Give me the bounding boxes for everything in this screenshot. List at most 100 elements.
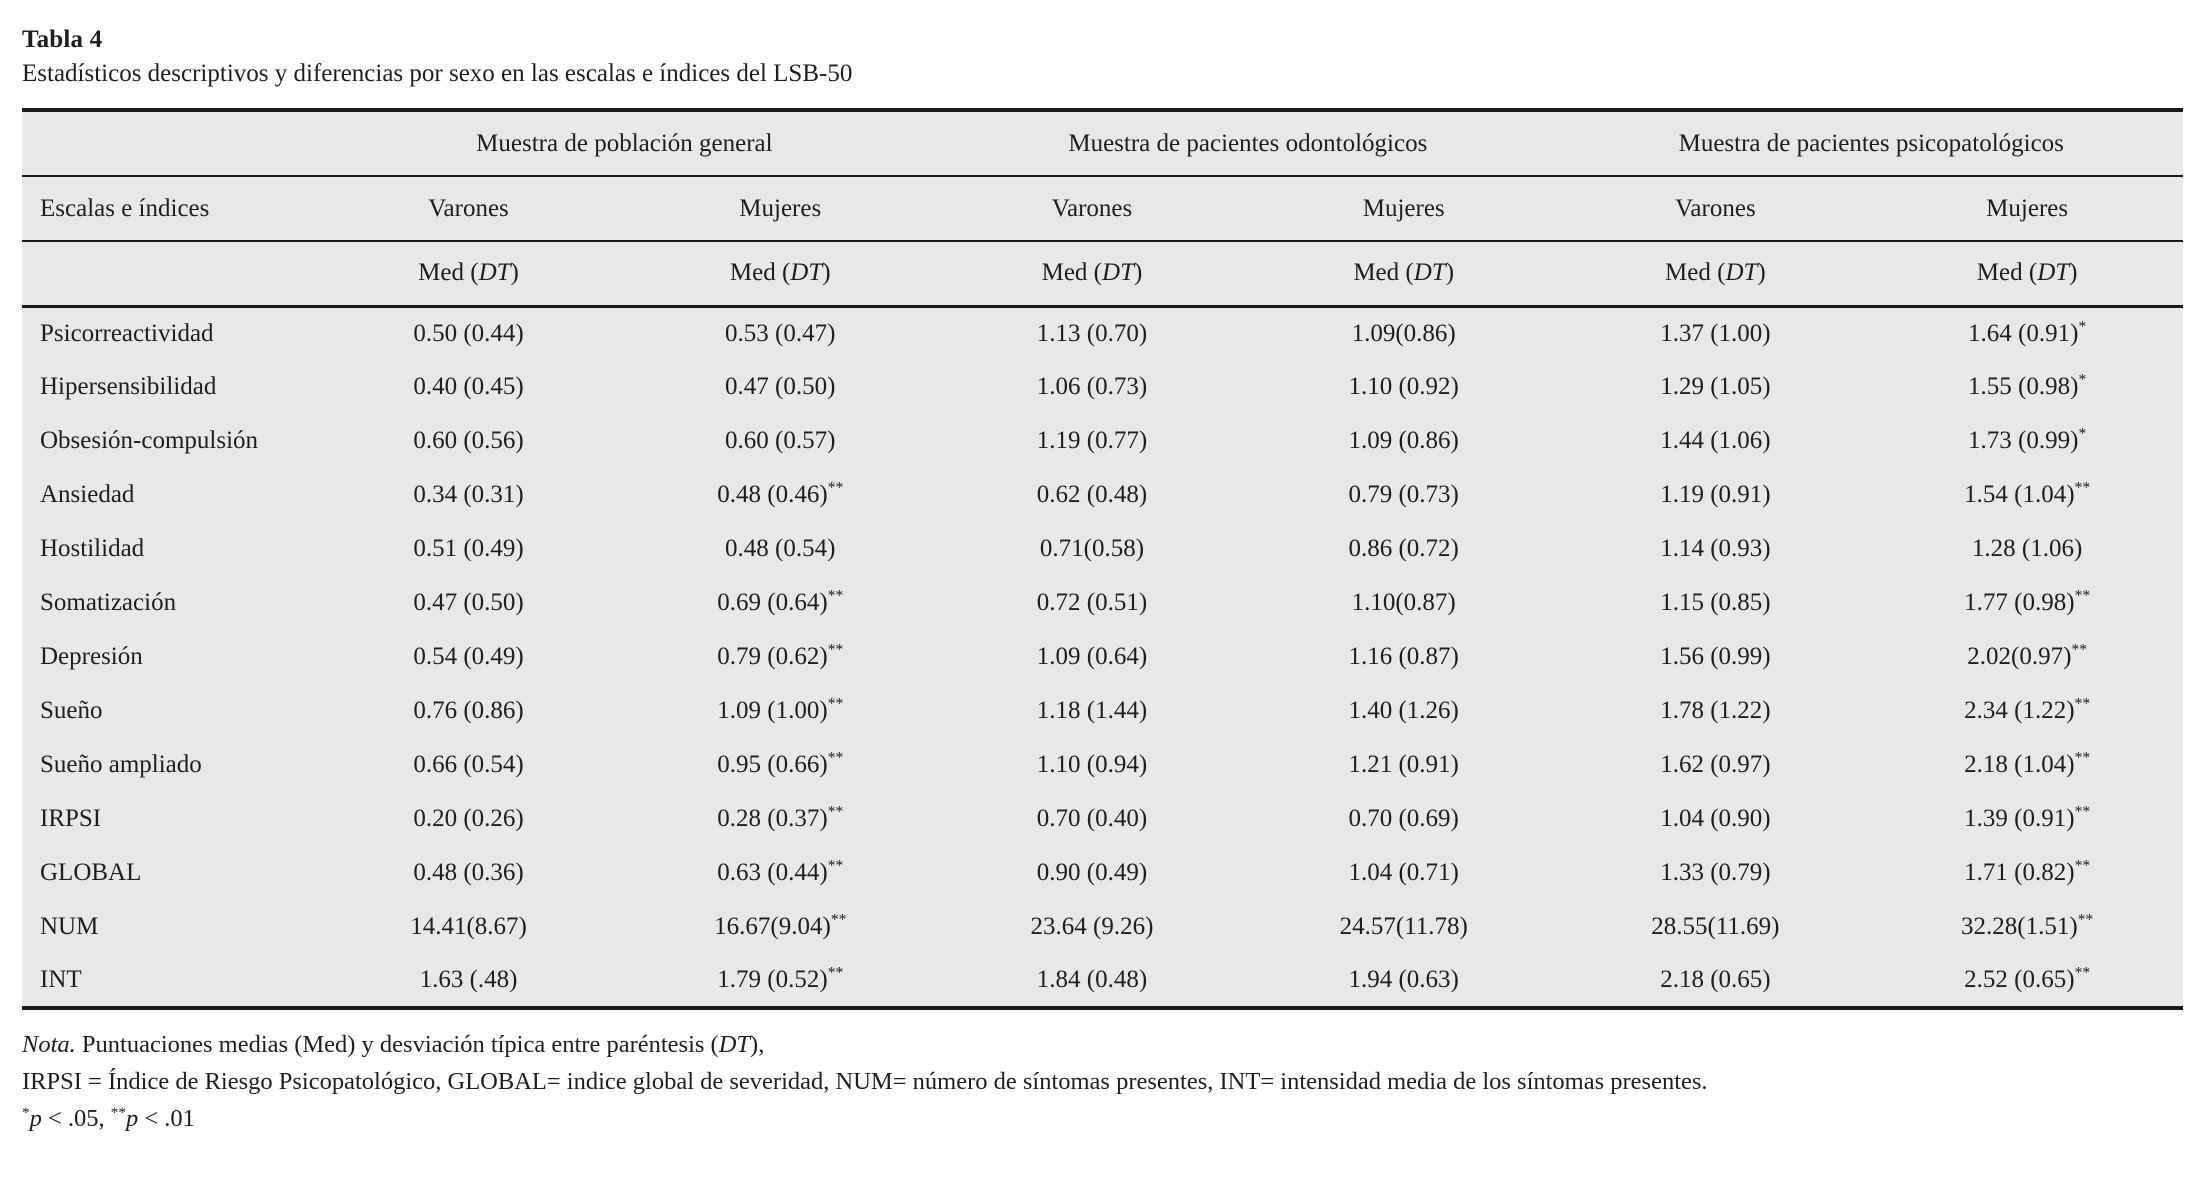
cell-med-dt: 1.06 (0.73)	[1036, 373, 1148, 400]
cell-med-dt: 0.60 (0.56)	[413, 427, 524, 454]
table-row: INT 1.63 (.48) 1.79 (0.52)** 1.84 (0.48) 1.9…	[22, 954, 2183, 1008]
cell-med-dt: 1.63 (.48)	[419, 966, 518, 993]
table-row: Hostilidad 0.51 (0.49) 0.48 (0.54) 0.71(0.5…	[22, 522, 2183, 576]
group-header-pacientes-odontologicos: Muestra de pacientes odontológicos	[936, 110, 1560, 177]
cell-med-dt: 1.71 (0.82)**	[1964, 857, 2091, 886]
row-label: INT	[40, 966, 82, 993]
significance-asterisk: **	[827, 479, 844, 497]
stat-header-med-dt: Med (DT)	[1559, 241, 1872, 308]
corner-cell	[22, 110, 313, 177]
cell-med-dt: 0.48 (0.54)	[725, 535, 836, 562]
sex-header-varones-1: Varones	[312, 176, 625, 242]
row-label: IRPSI	[40, 805, 102, 832]
sig-star-1: *	[22, 1103, 30, 1121]
sex-header-mujeres-2: Mujeres	[1247, 176, 1560, 242]
stat-header-med-dt: Med (DT)	[312, 241, 625, 308]
group-header-row: Muestra de población general Muestra de …	[22, 110, 2183, 177]
table-footnotes: Nota. Puntuaciones medias (Med) y desvia…	[22, 1026, 2184, 1137]
cell-med-dt: 0.47 (0.50)	[413, 589, 524, 616]
significance-asterisk: **	[830, 911, 847, 929]
cell-med-dt: 0.79 (0.73)	[1348, 481, 1459, 508]
significance-asterisk: **	[2074, 695, 2091, 713]
stat-header-med-dt: Med (DT)	[1247, 241, 1560, 308]
cell-med-dt: 2.18 (1.04)**	[1964, 749, 2091, 778]
row-label: Obsesión-compulsión	[40, 427, 259, 454]
row-label: Hostilidad	[40, 535, 145, 562]
row-label: Depresión	[40, 643, 143, 670]
cell-med-dt: 0.48 (0.36)	[413, 859, 524, 886]
cell-med-dt: 1.39 (0.91)**	[1964, 803, 2091, 832]
cell-med-dt: 1.84 (0.48)	[1036, 966, 1148, 993]
cell-med-dt: 1.21 (0.91)	[1348, 751, 1459, 778]
row-label: GLOBAL	[40, 859, 142, 886]
cell-med-dt: 1.16 (0.87)	[1348, 643, 1459, 670]
cell-med-dt: 1.09 (0.64)	[1036, 643, 1148, 670]
table-caption: Estadísticos descriptivos y diferencias …	[22, 60, 853, 87]
row-label: Psicorreactividad	[40, 319, 214, 347]
significance-asterisk: **	[2074, 803, 2091, 821]
cell-med-dt: 0.71(0.58)	[1039, 535, 1145, 562]
significance-asterisk: **	[827, 641, 844, 659]
stat-header-med-dt: Med (DT)	[936, 241, 1248, 308]
cell-med-dt: 0.95 (0.66)**	[717, 749, 844, 778]
significance-asterisk: **	[827, 695, 844, 713]
cell-med-dt: 1.37 (1.00)	[1660, 319, 1771, 347]
cell-med-dt: 0.70 (0.69)	[1348, 805, 1459, 832]
cell-med-dt: 24.57(11.78)	[1339, 913, 1468, 940]
cell-med-dt: 1.18 (1.44)	[1036, 697, 1148, 724]
cell-med-dt: 2.34 (1.22)**	[1964, 695, 2091, 724]
stat-header-spacer	[22, 241, 313, 308]
significance-asterisk: **	[827, 857, 844, 875]
group-header-poblacion-general: Muestra de población general	[312, 110, 937, 177]
cell-med-dt: 1.29 (1.05)	[1660, 373, 1771, 400]
cell-med-dt: 0.47 (0.50)	[725, 373, 836, 400]
cell-med-dt: 0.20 (0.26)	[413, 805, 524, 832]
cell-med-dt: 0.60 (0.57)	[725, 427, 836, 454]
table-row: GLOBAL 0.48 (0.36) 0.63 (0.44)** 0.90 (0.49…	[22, 846, 2183, 900]
row-label: NUM	[40, 913, 99, 940]
cell-med-dt: 1.09(0.86)	[1351, 319, 1456, 347]
significance-asterisk: *	[2078, 371, 2087, 389]
cell-med-dt: 1.04 (0.71)	[1348, 859, 1459, 886]
cell-med-dt: 1.55 (0.98)*	[1968, 371, 2087, 400]
group-header-pacientes-psicopatologicos: Muestra de pacientes psicopatológicos	[1559, 110, 2183, 177]
nota-label: Nota.	[22, 1031, 76, 1058]
cell-med-dt: 23.64 (9.26)	[1030, 913, 1154, 940]
significance-asterisk: **	[2071, 641, 2087, 659]
significance-asterisk: **	[827, 964, 844, 982]
cell-med-dt: 1.77 (0.98)**	[1964, 587, 2091, 616]
table-row: Hipersensibilidad 0.40 (0.45) 0.47 (0.50) 1…	[22, 360, 2183, 414]
table-row: Sueño 0.76 (0.86) 1.09 (1.00)** 1.18 (1.44)…	[22, 684, 2183, 738]
cell-med-dt: 1.73 (0.99)*	[1968, 425, 2087, 454]
cell-med-dt: 0.69 (0.64)**	[717, 587, 844, 616]
note-line-2: IRPSI = Índice de Riesgo Psicopatológico…	[22, 1068, 1708, 1095]
cell-med-dt: 0.50 (0.44)	[413, 319, 524, 347]
cell-med-dt: 2.02(0.97)**	[1967, 641, 2087, 670]
note-line-significance: *p < .05, **p < .01	[22, 1103, 195, 1132]
cell-med-dt: 1.09 (0.86)	[1348, 427, 1459, 454]
sex-header-mujeres-3: Mujeres	[1871, 176, 2183, 242]
significance-asterisk: **	[827, 587, 844, 605]
stat-header-med-dt: Med (DT)	[624, 241, 937, 308]
table-row: Obsesión-compulsión 0.60 (0.56) 0.60 (0.57…	[22, 414, 2183, 468]
stat-header-row: Med (DT) Med (DT) Med (DT) Med (DT) Med …	[22, 241, 2183, 308]
cell-med-dt: 0.79 (0.62)**	[717, 641, 844, 670]
cell-med-dt: 1.33 (0.79)	[1660, 859, 1771, 886]
cell-med-dt: 2.52 (0.65)**	[1964, 964, 2091, 993]
significance-asterisk: **	[2074, 857, 2091, 875]
cell-med-dt: 0.40 (0.45)	[413, 373, 524, 400]
cell-med-dt: 1.94 (0.63)	[1348, 966, 1459, 993]
cell-med-dt: 16.67(9.04)**	[714, 911, 847, 940]
sex-header-mujeres-1: Mujeres	[624, 176, 937, 242]
cell-med-dt: 0.48 (0.46)**	[717, 479, 844, 508]
table-row: Psicorreactividad 0.50 (0.44) 0.53 (0.47) 1…	[22, 306, 2183, 360]
cell-med-dt: 1.13 (0.70)	[1036, 319, 1148, 347]
cell-med-dt: 1.19 (0.77)	[1036, 427, 1148, 454]
significance-asterisk: **	[827, 803, 844, 821]
cell-med-dt: 1.78 (1.22)	[1660, 697, 1771, 724]
significance-asterisk: *	[2078, 425, 2087, 443]
cell-med-dt: 1.10 (0.92)	[1348, 373, 1459, 400]
table-row: NUM 14.41(8.67) 16.67(9.04)** 23.64 (9.26) 2…	[22, 900, 2183, 954]
cell-med-dt: 0.51 (0.49)	[413, 535, 524, 562]
sex-header-varones-2: Varones	[936, 176, 1248, 242]
